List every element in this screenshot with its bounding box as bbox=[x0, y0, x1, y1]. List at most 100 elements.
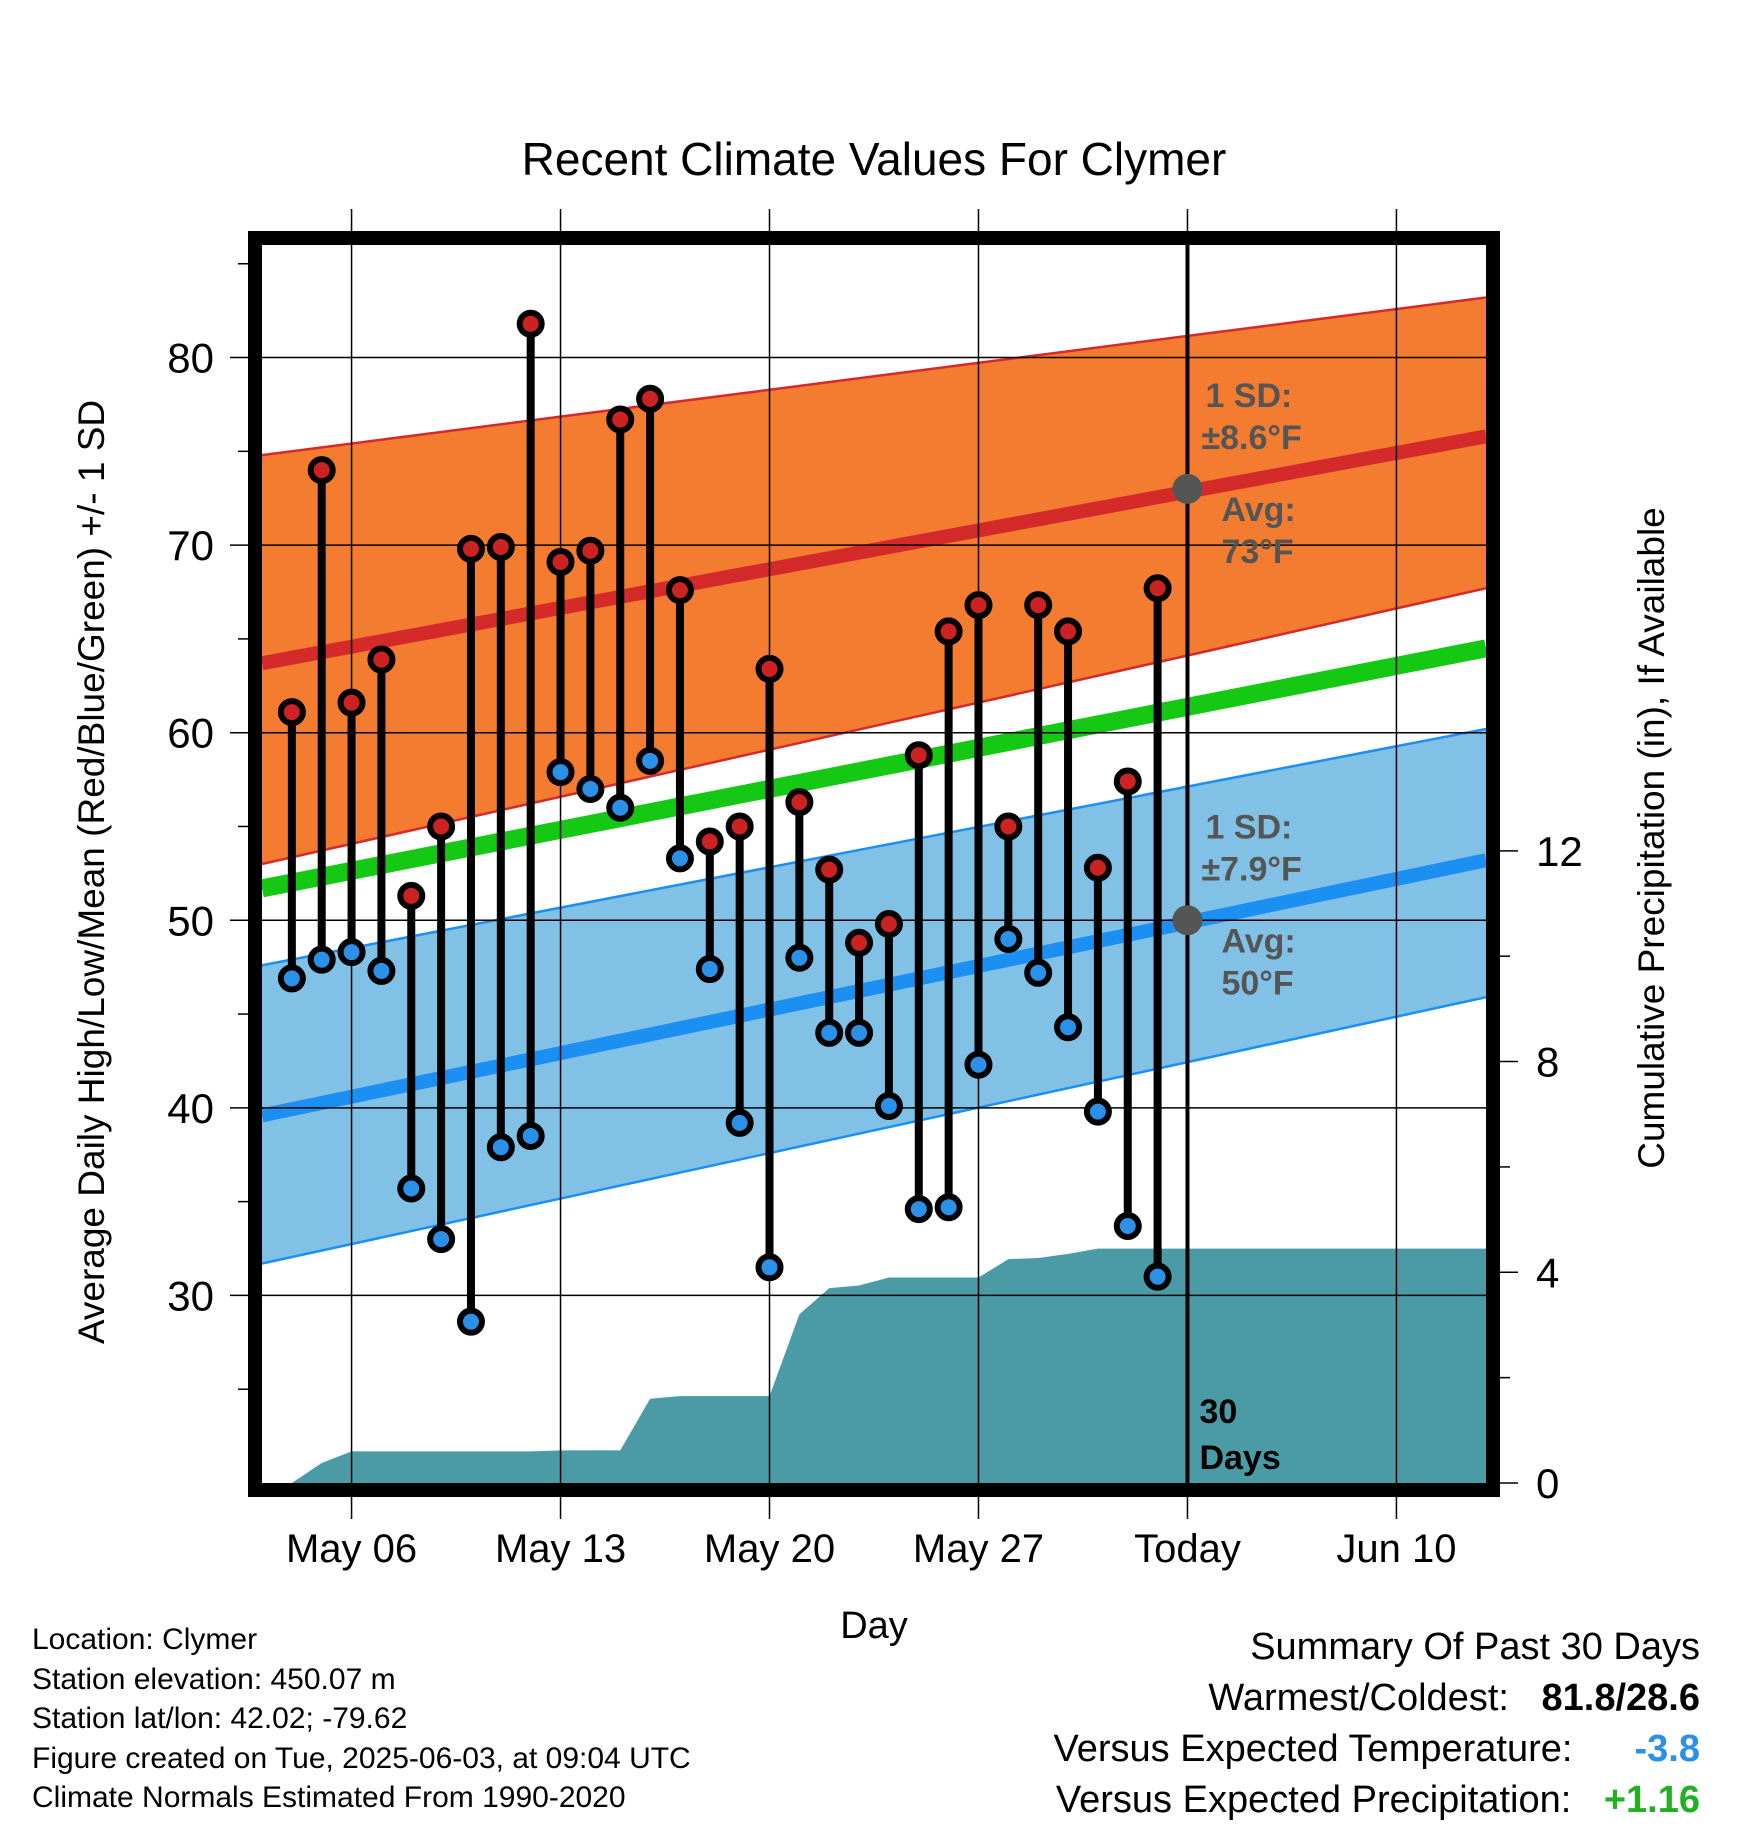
daily-high-point bbox=[665, 576, 694, 605]
x-axis-label: Day bbox=[840, 1605, 908, 1647]
temp-anomaly-label: Versus Expected Temperature: bbox=[1053, 1728, 1573, 1770]
y-tick-label: 50 bbox=[167, 897, 214, 944]
high-sd-band bbox=[262, 297, 1486, 864]
daily-low-point bbox=[1113, 1212, 1142, 1241]
y-tick-label: 80 bbox=[167, 335, 214, 382]
daily-high-point bbox=[755, 654, 784, 683]
daily-low-point bbox=[695, 955, 724, 984]
daily-low-point bbox=[1143, 1262, 1172, 1291]
daily-low-point bbox=[456, 1307, 485, 1336]
daily-low-point bbox=[1054, 1013, 1083, 1042]
low-avg-value: 50°F bbox=[1221, 964, 1293, 1002]
daily-high-point bbox=[934, 617, 963, 646]
warmest-coldest-row: Warmest/Coldest: 81.8/28.6 bbox=[1054, 1673, 1700, 1724]
daily-high-point bbox=[546, 548, 575, 577]
daily-low-point bbox=[606, 793, 635, 822]
created-text: Figure created on Tue, 2025-06-03, at 09… bbox=[32, 1741, 691, 1775]
summary-title: Summary Of Past 30 Days bbox=[1250, 1626, 1700, 1668]
location-text: Location: Clymer bbox=[32, 1623, 258, 1656]
daily-high-point bbox=[337, 688, 366, 717]
daily-low-point bbox=[516, 1121, 545, 1150]
avg-high-line bbox=[262, 429, 1486, 671]
y2-tick-label: 0 bbox=[1536, 1460, 1559, 1507]
daily-high-point bbox=[606, 405, 635, 434]
precip-anomaly-row: Versus Expected Precipitation: +1.16 bbox=[1054, 1775, 1700, 1826]
daily-low-point bbox=[725, 1108, 754, 1137]
daily-high-point bbox=[1024, 591, 1053, 620]
latlon-text: Station lat/lon: 42.02; -79.62 bbox=[32, 1702, 408, 1735]
chart-title: Recent Climate Values For Clymer bbox=[522, 133, 1227, 185]
daily-low-point bbox=[546, 758, 575, 787]
high-avg-value: 73°F bbox=[1221, 533, 1293, 571]
precip-anomaly-value: +1.16 bbox=[1603, 1779, 1700, 1821]
daily-high-point bbox=[695, 827, 724, 856]
daily-high-point bbox=[904, 741, 933, 770]
y2-axis-label: Cumulative Precipitation (in), If Availa… bbox=[1631, 507, 1672, 1169]
daily-high-point bbox=[1113, 767, 1142, 796]
low-sd-value: ±7.9°F bbox=[1201, 850, 1301, 888]
today-avg-low-marker bbox=[1172, 905, 1203, 936]
elevation-text: Station elevation: 450.07 m bbox=[32, 1662, 396, 1696]
daily-high-point bbox=[815, 855, 844, 884]
daily-high-point bbox=[1083, 853, 1112, 882]
warmest-coldest-value: 81.8/28.6 bbox=[1541, 1677, 1700, 1719]
daily-low-point bbox=[486, 1133, 515, 1162]
high-sd-label: 1 SD: bbox=[1205, 377, 1292, 415]
days-count-word: Days bbox=[1199, 1439, 1280, 1477]
daily-low-point bbox=[874, 1091, 903, 1120]
daily-high-point bbox=[1054, 617, 1083, 646]
temp-anomaly-value: -3.8 bbox=[1634, 1728, 1700, 1770]
x-tick-label: May 06 bbox=[286, 1527, 417, 1571]
daily-low-point bbox=[307, 945, 336, 974]
y2-tick-label: 4 bbox=[1536, 1249, 1559, 1296]
high-avg-label: Avg: bbox=[1221, 491, 1295, 529]
daily-high-point bbox=[845, 928, 874, 957]
low-sd-label: 1 SD: bbox=[1205, 808, 1292, 846]
x-tick-label: Jun 10 bbox=[1336, 1527, 1456, 1571]
plot-area: 1 SD: ±8.6°F Avg: 73°F 1 SD: ±7.9°F Avg: 50°F 30… bbox=[167, 209, 1583, 1571]
low-sd-upper-edge bbox=[262, 727, 1486, 967]
precip-anomaly-label: Versus Expected Precipitation: bbox=[1055, 1779, 1572, 1821]
daily-high-point bbox=[456, 534, 485, 563]
daily-high-point bbox=[307, 456, 336, 485]
daily-high-point bbox=[367, 645, 396, 674]
high-sd-lower-edge bbox=[262, 587, 1486, 866]
daily-high-point bbox=[785, 788, 814, 817]
daily-high-point bbox=[427, 812, 456, 841]
y-tick-label: 30 bbox=[167, 1272, 214, 1319]
station-info: Location: Clymer Station elevation: 450.… bbox=[32, 1620, 691, 1818]
y2-tick-label: 12 bbox=[1536, 828, 1583, 875]
y-axis-label: Average Daily High/Low/Mean (Red/Blue/Gr… bbox=[71, 400, 112, 1344]
daily-low-point bbox=[576, 774, 605, 803]
avg-mean-line bbox=[262, 639, 1486, 898]
x-tick-label: Today bbox=[1134, 1527, 1241, 1571]
daily-low-point bbox=[934, 1193, 963, 1222]
daily-low-point bbox=[755, 1253, 784, 1282]
daily-high-point bbox=[277, 698, 306, 727]
days-count-number: 30 bbox=[1199, 1393, 1237, 1431]
high-sd-value: ±8.6°F bbox=[1201, 419, 1301, 457]
avg-low-line bbox=[262, 853, 1486, 1123]
daily-low-point bbox=[1083, 1097, 1112, 1126]
daily-high-point bbox=[994, 812, 1023, 841]
daily-low-point bbox=[367, 956, 396, 985]
daily-low-point bbox=[904, 1195, 933, 1224]
y-tick-label: 40 bbox=[167, 1085, 214, 1132]
daily-high-point bbox=[516, 309, 545, 338]
daily-low-point bbox=[427, 1225, 456, 1254]
plot-content bbox=[262, 245, 1486, 1483]
x-tick-label: May 13 bbox=[495, 1527, 626, 1571]
daily-low-point bbox=[277, 964, 306, 993]
summary-panel: Summary Of Past 30 Days Warmest/Coldest:… bbox=[1054, 1622, 1700, 1826]
precip-area bbox=[262, 1248, 1486, 1483]
daily-high-point bbox=[964, 591, 993, 620]
plot-frame bbox=[248, 231, 1500, 1497]
daily-low-point bbox=[636, 746, 665, 775]
daily-low-point bbox=[397, 1174, 426, 1203]
daily-high-point bbox=[636, 384, 665, 413]
daily-high-point bbox=[725, 812, 754, 841]
temp-anomaly-row: Versus Expected Temperature: -3.8 bbox=[1054, 1724, 1700, 1775]
daily-low-point bbox=[665, 844, 694, 873]
daily-high-point bbox=[486, 532, 515, 561]
